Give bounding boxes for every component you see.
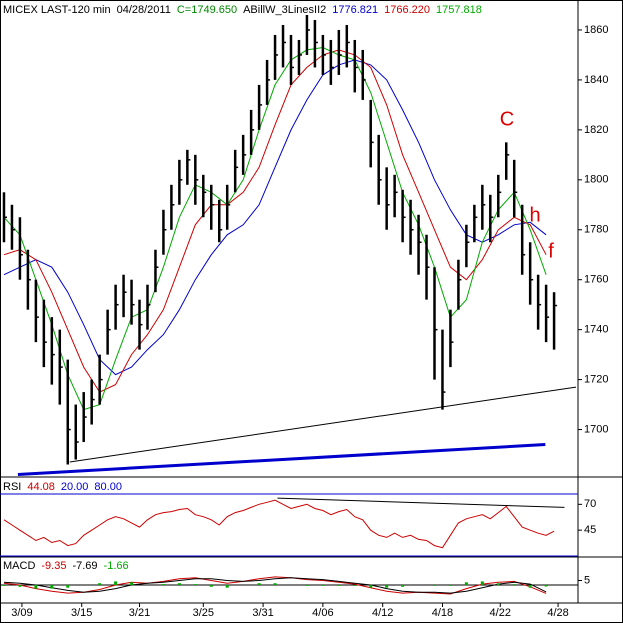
series-line xyxy=(3,59,547,376)
legend-entry: 1757.818 xyxy=(436,4,482,16)
histogram-bar xyxy=(18,585,22,587)
x-tick-label: 4/18 xyxy=(432,607,453,619)
histogram-bar xyxy=(528,585,532,588)
histogram-bar xyxy=(225,585,229,588)
x-tick-label: 3/09 xyxy=(11,607,32,619)
level-label: 20.00 xyxy=(61,481,89,493)
histogram-bar xyxy=(512,584,516,585)
y-tick-label: 1700 xyxy=(584,423,608,435)
chart-title: MICEX LAST-120 min xyxy=(3,4,111,16)
histogram-bar xyxy=(257,583,261,585)
histogram-bar xyxy=(98,583,102,585)
x-tick-label: 4/06 xyxy=(312,607,333,619)
legend-entry: 1766.220 xyxy=(384,4,430,16)
histogram-bar xyxy=(273,583,277,585)
legend-entry: 1776.821 xyxy=(332,4,378,16)
histogram-bar xyxy=(353,585,357,586)
trend-line xyxy=(277,497,565,508)
histogram-bar xyxy=(66,585,70,588)
histogram-bar xyxy=(401,585,405,587)
y-tick-label: 5 xyxy=(584,574,590,586)
histogram-bar xyxy=(448,585,452,586)
y-tick-label: 1780 xyxy=(584,224,608,236)
histogram-bar xyxy=(464,582,468,585)
histogram-bar xyxy=(369,585,373,588)
y-tick-label: 1740 xyxy=(584,324,608,336)
annotation: h xyxy=(529,204,540,226)
histogram-bar xyxy=(114,581,118,585)
histogram-bar xyxy=(321,585,325,586)
histogram-bar xyxy=(480,581,484,585)
x-tick-label: 3/31 xyxy=(252,607,273,619)
series-line xyxy=(3,46,547,411)
histogram-bar xyxy=(385,585,389,588)
x-tick-label: 4/12 xyxy=(372,607,393,619)
trend-line xyxy=(69,386,577,463)
histogram-bar xyxy=(544,585,548,587)
y-tick-label: 1760 xyxy=(584,274,608,286)
legend-entry: -7.69 xyxy=(72,560,97,572)
histogram-bar xyxy=(209,585,213,587)
y-tick-label: 45 xyxy=(584,524,596,536)
x-tick-label: 3/21 xyxy=(129,607,150,619)
histogram-bar xyxy=(496,583,500,585)
histogram-bar xyxy=(34,585,38,589)
x-tick-label: 4/28 xyxy=(547,607,568,619)
x-tick-label: 4/22 xyxy=(490,607,511,619)
panel-title: RSI xyxy=(3,481,21,493)
panel-title: MACD xyxy=(3,560,35,572)
legend-entry: 44.08 xyxy=(27,481,55,493)
x-tick-label: 3/25 xyxy=(193,607,214,619)
chart-subtitle: 04/28/2011 xyxy=(117,4,171,16)
histogram-bar xyxy=(130,582,134,585)
legend-entry: -9.35 xyxy=(41,560,66,572)
y-tick-label: 1840 xyxy=(584,74,608,86)
x-tick-label: 3/15 xyxy=(71,607,92,619)
y-tick-label: 1860 xyxy=(584,24,608,36)
trend-line xyxy=(17,443,546,477)
series-line xyxy=(3,577,547,594)
histogram-bar xyxy=(432,585,436,586)
y-tick-label: 70 xyxy=(584,498,596,510)
last-price: C=1749.650 xyxy=(177,4,237,16)
y-tick-label: 1800 xyxy=(584,174,608,186)
annotation: C xyxy=(500,108,514,130)
histogram-bar xyxy=(305,585,309,586)
y-tick-label: 1720 xyxy=(584,374,608,386)
legend-entry: -1.66 xyxy=(104,560,129,572)
y-tick-label: 1820 xyxy=(584,124,608,136)
histogram-bar xyxy=(2,585,6,586)
series-line xyxy=(3,499,555,549)
histogram-bar xyxy=(177,583,181,585)
histogram-bar xyxy=(50,585,54,589)
series-line xyxy=(3,49,547,393)
level-label: 80.00 xyxy=(94,481,122,493)
histogram-bar xyxy=(193,584,197,585)
histogram-bar xyxy=(161,584,165,585)
annotation: f xyxy=(548,240,554,262)
indicator-name: ABillW_3LinesII2 xyxy=(243,4,326,16)
histogram-bar xyxy=(337,585,341,586)
